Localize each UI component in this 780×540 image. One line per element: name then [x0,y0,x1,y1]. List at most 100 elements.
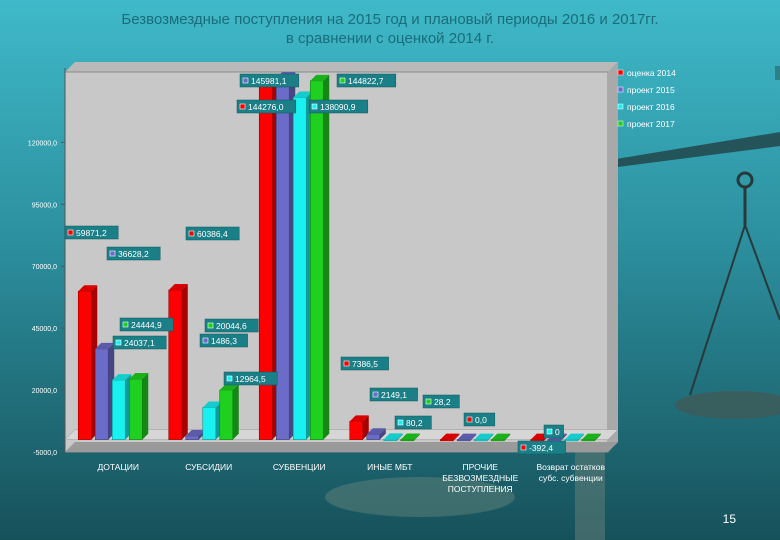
data-label-key [122,321,129,328]
data-label-box [340,356,389,371]
plot-side-wall [608,62,618,452]
bar [94,348,109,440]
legend-entry: оценка 2014 [627,68,676,78]
data-label-box [394,415,432,430]
data-label-box [64,225,119,240]
y-tick-label: -5000,0 [33,450,57,457]
bar-top [293,91,313,98]
data-label-box [422,394,460,409]
data-label-text: 1486,3 [211,336,237,346]
bar [547,439,562,442]
data-label-box [236,99,297,114]
data-label-box [463,412,496,427]
data-label-box [112,335,167,350]
bar-side [453,433,460,441]
data-label-box [185,226,240,241]
data-label-key [339,77,346,84]
data-label-text: 28,2 [434,397,451,407]
data-label: 28,2 [422,394,460,409]
bar [439,439,454,442]
legend-entry: проект 2016 [627,102,675,112]
data-label-box [369,387,418,402]
data-label-text: 138090,9 [320,102,356,112]
data-label-key [207,322,214,329]
bar-top [185,429,205,436]
data-label-text: -392,4 [529,443,553,453]
y-tick-label: 70000,0 [32,264,57,271]
data-label: 7386,5 [340,356,389,371]
data-label-key [520,444,527,451]
bar-top [168,284,188,291]
data-label-box [204,318,259,333]
bar-top [457,433,477,440]
plot-back-wall [65,62,618,72]
x-tick-label: субс. субвенции [539,473,603,483]
data-label-key [546,428,553,435]
data-label-key [188,230,195,237]
data-label: 144822,7 [336,73,397,88]
bar-side [142,373,149,440]
bar-side [181,284,188,440]
bar [490,439,505,442]
data-label-text: 59871,2 [76,228,107,238]
bar [564,439,579,442]
bar [275,77,290,440]
bar-top [78,285,98,292]
bar-top [129,373,149,380]
legend-entry: проект 2015 [627,85,675,95]
data-label: 2149,1 [369,387,418,402]
bar [258,81,273,440]
data-label-box [199,333,248,348]
bar-side [504,433,511,441]
bar-top [202,401,222,408]
bar [219,389,234,440]
data-label: -392,4 [517,440,566,455]
data-label-box [223,371,278,386]
data-label-text: 2149,1 [381,390,407,400]
data-label-key [115,339,122,346]
data-label-box [119,317,174,332]
data-label: 80,2 [394,415,432,430]
data-label: 60386,4 [185,226,240,241]
bar [185,435,200,440]
data-label-key [425,398,432,405]
legend-swatch [617,86,624,93]
data-label-text: 0,0 [475,415,487,425]
bar-top [491,433,511,440]
data-label: 24444,9 [119,317,174,332]
data-label-text: 144276,0 [248,102,284,112]
data-label: 20044,6 [204,318,259,333]
slide-title: Безвозмездные поступления на 2015 год и … [0,10,780,48]
bar [349,421,364,440]
legend-entry: проект 2017 [627,119,675,129]
bar-top [474,433,494,440]
bar-top [400,433,420,440]
bar-side [594,433,601,441]
bar-side [323,74,330,440]
data-label-key [202,337,209,344]
data-label: 145981,1 [239,73,300,88]
data-label: 144276,0 [236,99,297,114]
x-tick-label: БЕЗВОЗМЕЗДНЫЕ [442,473,518,483]
bar-side [379,428,386,440]
legend: оценка 2014 проект 2015 проект 2016 проект … [617,68,676,129]
bar-top [581,433,601,440]
bar-side [577,433,584,441]
bar [530,439,545,442]
bar-top [564,433,584,440]
x-axis-categories: ДОТАЦИИ СУБСИДИИ СУБВЕНЦИИ ИНЫЕ МБТ ПРОЧИЕБЕ… [98,462,606,494]
x-tick-label: ИНЫЕ МБТ [367,462,412,472]
data-label: 0 [543,424,564,439]
x-tick-label: ПОСТУПЛЕНИЯ [448,484,513,494]
bar-side [413,433,420,441]
data-label-box [543,424,564,439]
bar-side [396,433,403,441]
data-label-text: 12964,5 [235,374,266,384]
y-tick-label: 45000,0 [32,326,57,333]
bar [128,378,143,440]
bar [77,290,92,440]
data-label: 0,0 [463,412,496,427]
data-label: 1486,3 [199,333,248,348]
data-label: 36628,2 [106,246,161,261]
